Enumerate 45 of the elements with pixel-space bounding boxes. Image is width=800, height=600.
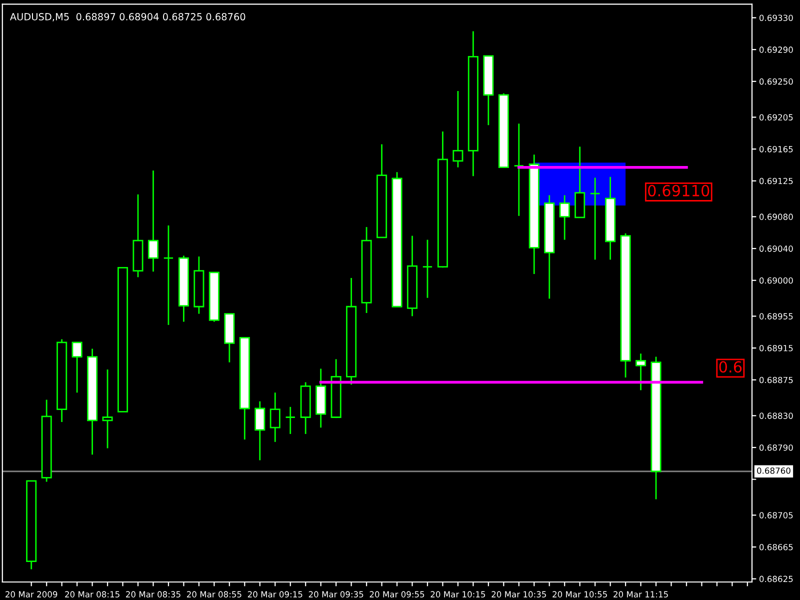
candlestick bbox=[270, 392, 280, 443]
y-tick-label: 0.68955 bbox=[759, 313, 793, 320]
x-tick-label: 20 Mar 09:35 bbox=[308, 591, 364, 598]
candlestick bbox=[422, 239, 433, 299]
x-tick-label: 20 Mar 2009 bbox=[6, 591, 58, 598]
candlestick bbox=[72, 342, 82, 394]
candlestick bbox=[452, 90, 464, 168]
candlestick bbox=[163, 224, 174, 326]
candlestick bbox=[102, 368, 113, 449]
x-tick-label: 20 Mar 08:15 bbox=[65, 591, 120, 598]
y-tick-label: 0.68625 bbox=[759, 576, 793, 582]
x-tick-label: 20 Mar 10:15 bbox=[430, 591, 486, 598]
x-tick-label: 20 Mar 09:55 bbox=[370, 591, 424, 598]
candlestick bbox=[148, 170, 158, 272]
candlestick bbox=[559, 194, 570, 240]
text: AUDUSD,M5 0.68897 0.68904 0.68725 0.68760 bbox=[10, 13, 246, 22]
y-tick-label: 0.69290 bbox=[759, 46, 793, 53]
candlestick bbox=[636, 352, 646, 391]
y-tick-label: 0.69040 bbox=[759, 246, 793, 252]
x-tick-label: 20 Mar 08:35 bbox=[126, 591, 180, 598]
y-tick-label: 0.68915 bbox=[759, 344, 793, 352]
y-tick-label: 0.68705 bbox=[759, 512, 793, 518]
x-tick-label: 20 Mar 11:15 bbox=[614, 591, 668, 598]
y-tick-label: 0.69165 bbox=[759, 146, 793, 152]
y-tick-label: 0.68790 bbox=[759, 444, 793, 451]
y-tick-label: 0.68875 bbox=[759, 376, 793, 384]
x-tick-label: 20 Mar 10:55 bbox=[552, 591, 607, 598]
candlestick bbox=[285, 406, 296, 435]
y-tick-label: 0.68830 bbox=[759, 412, 793, 419]
y-tick-label: 0.68665 bbox=[759, 544, 793, 550]
candlestick bbox=[514, 122, 524, 217]
candlestick bbox=[590, 177, 600, 260]
y-tick-label: 0.69000 bbox=[759, 277, 793, 284]
x-tick-label: 20 Mar 10:35 bbox=[492, 591, 546, 598]
y-tick-label: 0.69250 bbox=[759, 78, 793, 85]
y-tick-label: 0.69080 bbox=[759, 214, 793, 220]
y-tick-label: 0.69205 bbox=[759, 114, 793, 120]
annotation: 0.69110 bbox=[648, 184, 710, 196]
x-tick-label: 20 Mar 09:15 bbox=[248, 591, 302, 598]
y-tick-label: 0.69330 bbox=[759, 14, 793, 22]
candlestick bbox=[254, 400, 266, 461]
y-tick-label: 0.69125 bbox=[759, 178, 793, 184]
annotation: 0.6 bbox=[719, 361, 742, 373]
x-tick-label: 20 Mar 08:55 bbox=[186, 591, 242, 598]
ref-line-label: 0.68760 bbox=[757, 467, 790, 474]
